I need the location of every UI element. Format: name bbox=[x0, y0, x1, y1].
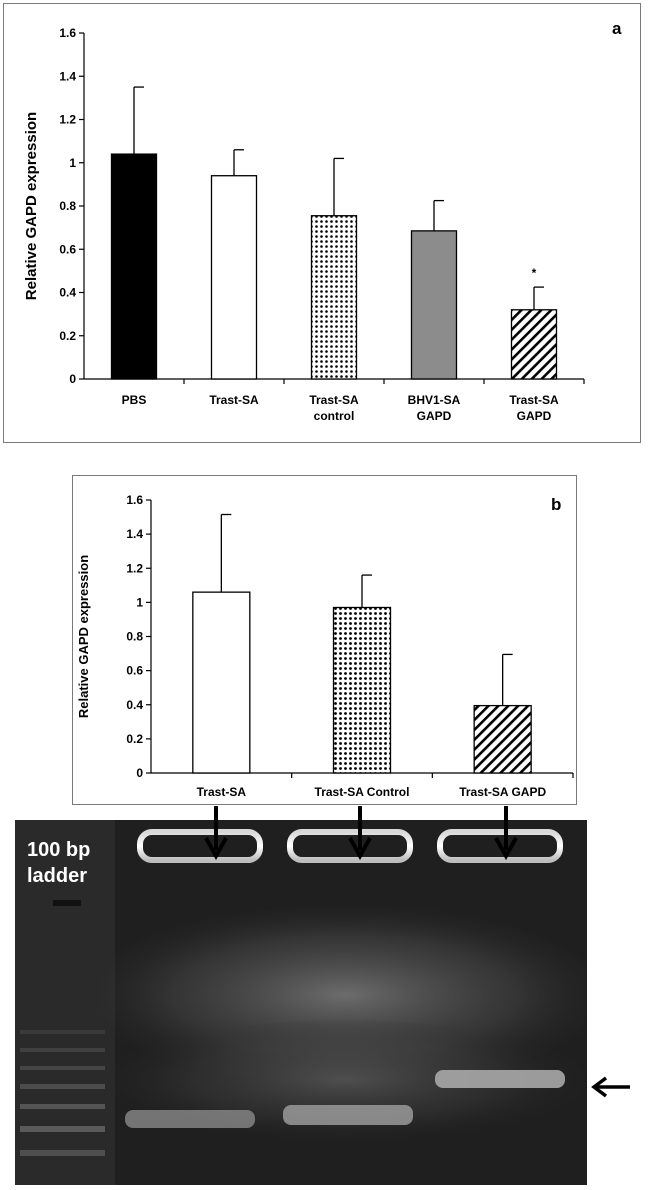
panel-label: a bbox=[612, 19, 622, 38]
panel-a: 0 0.2 0.4 0.6 0.8 1 1.2 1.4 1.6 PBS Trast-SA Trast-… bbox=[3, 3, 641, 443]
bar bbox=[510, 309, 558, 380]
panel-label: b bbox=[551, 495, 561, 514]
y-tick-label: 0.6 bbox=[126, 664, 143, 678]
well-3 bbox=[437, 829, 563, 863]
bar bbox=[210, 175, 258, 380]
y-axis-label: Relative GAPD expression bbox=[23, 112, 40, 300]
y-tick-label: 1.2 bbox=[126, 561, 143, 575]
agarose-gel-image: 100 bp ladder bbox=[15, 820, 587, 1185]
x-category-label: Trast-SA bbox=[509, 393, 559, 407]
x-category-label: PBS bbox=[122, 393, 147, 407]
y-axis-label: Relative GAPD expression bbox=[76, 555, 91, 718]
band-lane-2 bbox=[283, 1105, 413, 1125]
lane-arrow-2 bbox=[348, 806, 372, 861]
x-category-label: Trast-SA GAPD bbox=[459, 785, 546, 799]
ladder-bands bbox=[20, 900, 105, 1156]
band-lane-3-gapd bbox=[435, 1070, 565, 1088]
y-tick-label: 0.8 bbox=[126, 630, 143, 644]
bar bbox=[473, 704, 532, 774]
x-category-label: Trast-SA Control bbox=[315, 785, 410, 799]
bar bbox=[192, 591, 251, 774]
x-category-label: control bbox=[314, 409, 355, 423]
y-tick-label: 0.4 bbox=[126, 698, 143, 712]
well-1 bbox=[137, 829, 263, 863]
x-category-label: GAPD bbox=[417, 409, 452, 423]
x-category-label: Trast-SA bbox=[309, 393, 359, 407]
chart-b: 0 0.2 0.4 0.6 0.8 1 1.2 1.4 1.6 Trast-SA Trast-SA … bbox=[76, 493, 574, 799]
gel-svg: 100 bp ladder bbox=[15, 820, 587, 1185]
bar bbox=[410, 230, 458, 380]
band-arrow-icon bbox=[591, 1076, 630, 1098]
lane-arrow-3 bbox=[494, 806, 518, 861]
x-category-label: GAPD bbox=[517, 409, 552, 423]
y-tick-label: 0.8 bbox=[59, 199, 76, 213]
x-category-label: Trast-SA bbox=[197, 785, 247, 799]
y-tick-label: 0.2 bbox=[59, 329, 76, 343]
y-tick-label: 0.2 bbox=[126, 732, 143, 746]
panel-b: 0 0.2 0.4 0.6 0.8 1 1.2 1.4 1.6 Trast-SA Trast-SA … bbox=[72, 475, 577, 805]
bar bbox=[332, 606, 392, 774]
bar bbox=[310, 215, 358, 380]
y-tick-label: 0 bbox=[69, 372, 76, 386]
y-tick-label: 0.6 bbox=[59, 242, 76, 256]
y-tick-label: 0 bbox=[136, 766, 143, 780]
ladder-label-line1: 100 bp bbox=[27, 839, 90, 861]
y-tick-label: 1.6 bbox=[59, 26, 76, 40]
y-tick-label: 1.2 bbox=[59, 113, 76, 127]
chart-a: 0 0.2 0.4 0.6 0.8 1 1.2 1.4 1.6 PBS Trast-SA Trast-… bbox=[23, 19, 622, 423]
y-tick-label: 1.4 bbox=[126, 527, 143, 541]
band-lane-1 bbox=[125, 1110, 255, 1128]
well-2 bbox=[287, 829, 413, 863]
x-category-label: Trast-SA bbox=[209, 393, 259, 407]
significance-marker: * bbox=[532, 266, 537, 280]
y-tick-label: 1 bbox=[136, 595, 143, 609]
ladder-label-line2: ladder bbox=[27, 865, 87, 887]
y-tick-label: 0.4 bbox=[59, 286, 76, 300]
x-category-label: BHV1-SA bbox=[408, 393, 461, 407]
lane-arrow-1 bbox=[204, 806, 228, 861]
y-tick-label: 1.4 bbox=[59, 69, 76, 83]
y-tick-label: 1.6 bbox=[126, 493, 143, 507]
y-tick-label: 1 bbox=[69, 156, 76, 170]
